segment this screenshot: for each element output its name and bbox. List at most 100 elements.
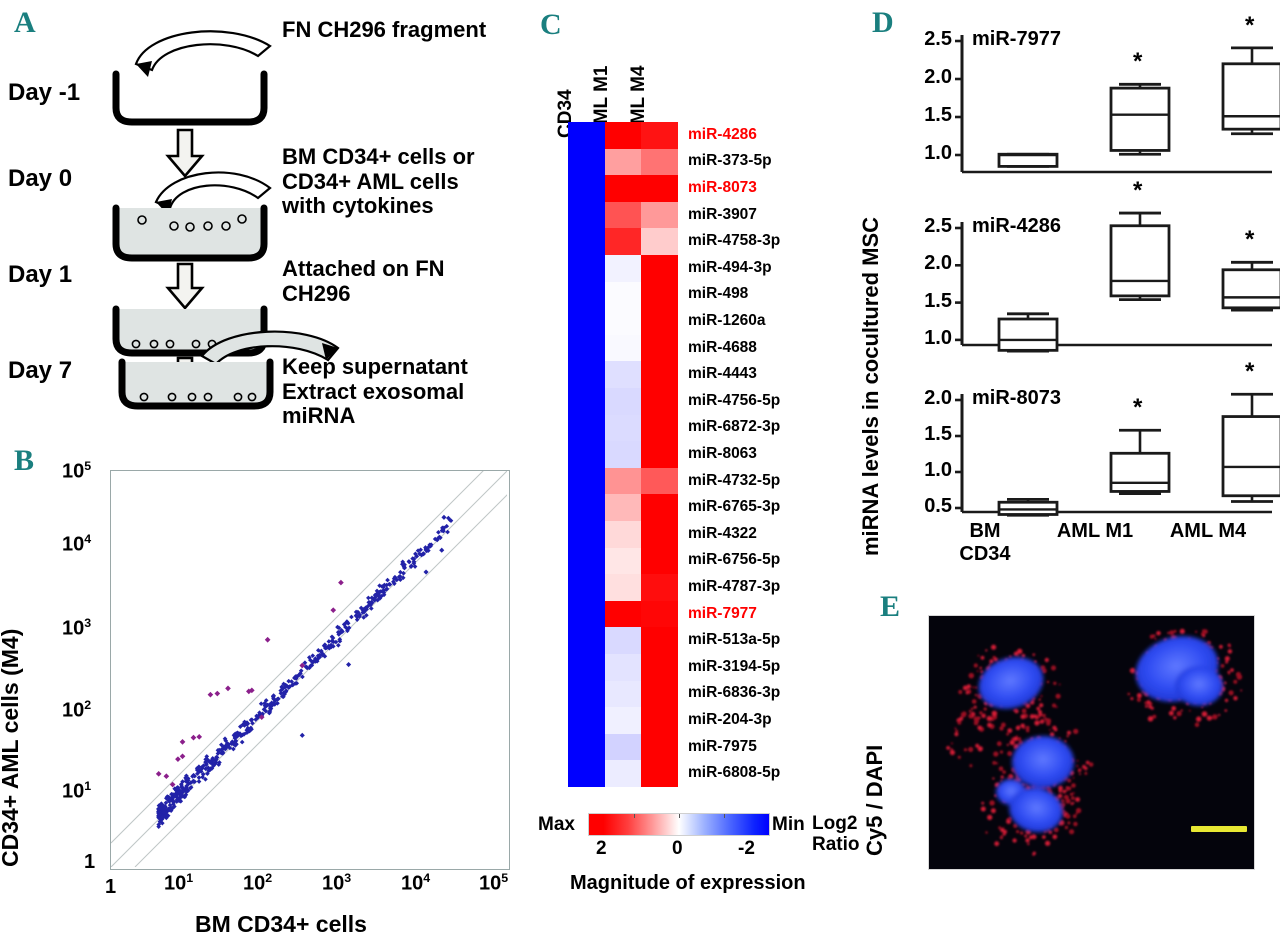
cy5-punctum: [1065, 813, 1071, 819]
cy5-punctum: [1088, 762, 1094, 767]
cy5-punctum: [1042, 835, 1046, 839]
cy5-punctum: [977, 654, 980, 657]
cy5-punctum: [980, 670, 984, 674]
cy5-punctum: [1014, 707, 1017, 711]
cy5-punctum: [980, 655, 985, 660]
cy5-punctum: [1224, 681, 1227, 685]
panel-d-ytick-label: 1.0: [924, 142, 952, 164]
heatmap-cell: [641, 574, 678, 601]
cy5-punctum: [1013, 823, 1018, 829]
scatter-point: [163, 800, 169, 806]
cy5-punctum: [1065, 798, 1071, 804]
cy5-punctum: [1194, 722, 1200, 728]
heatmap-cell: [641, 707, 678, 734]
cy5-punctum: [1032, 653, 1036, 656]
heatmap-row-label: miR-6756-5p: [688, 551, 781, 569]
heatmap-cell: [604, 521, 642, 548]
scatter-point-highlighted: [175, 756, 181, 762]
panel-d-ytick-label: 2.0: [924, 387, 952, 409]
heatmap-cell: [641, 680, 678, 708]
cy5-punctum: [1025, 703, 1031, 709]
cy5-punctum: [1002, 832, 1006, 836]
panel-d-box: [997, 317, 1059, 352]
scatter-point: [200, 774, 205, 780]
cy5-punctum: [1196, 716, 1202, 722]
cy5-punctum: [1240, 689, 1243, 692]
cy5-punctum: [1044, 717, 1047, 720]
cy5-punctum: [1044, 657, 1049, 663]
heatmap-cell: [604, 467, 642, 495]
cy5-punctum: [1053, 727, 1058, 732]
cy5-punctum: [1042, 713, 1046, 718]
colorbar-tick-left: [634, 814, 635, 818]
heatmap-cell: [641, 281, 678, 309]
cy5-punctum: [1167, 632, 1170, 634]
scatter-point: [415, 548, 421, 554]
cy5-punctum: [1025, 838, 1030, 843]
panel-letter-d: D: [872, 6, 894, 39]
heatmap-cell: [604, 148, 642, 176]
cy5-punctum: [996, 741, 1002, 747]
cy5-punctum: [1029, 714, 1035, 719]
panel-d-ytick-label: 1.5: [924, 423, 952, 445]
cy5-punctum: [1066, 734, 1069, 738]
cy5-punctum: [1195, 630, 1198, 633]
cy5-punctum: [1027, 842, 1030, 846]
scatter-point: [427, 542, 433, 548]
cy5-punctum: [1129, 667, 1136, 674]
cy5-punctum: [1136, 697, 1141, 702]
scatter-point: [387, 582, 393, 587]
cy5-punctum: [1013, 709, 1015, 712]
scatter-point: [391, 579, 396, 585]
panel-c-colorbar-min-label: Min: [772, 814, 805, 835]
heatmap-cell: [641, 308, 678, 335]
cy5-punctum: [1065, 789, 1068, 792]
scatter-point-highlighted: [163, 773, 170, 780]
heatmap-row-label: miR-4787-3p: [688, 578, 781, 595]
cy5-punctum: [1057, 793, 1063, 799]
cy5-punctum: [1220, 663, 1225, 668]
scatter-point: [233, 731, 239, 736]
cy5-punctum: [1224, 698, 1229, 703]
cy5-punctum: [1041, 668, 1047, 674]
scatter-point: [394, 577, 400, 583]
cy5-punctum: [963, 748, 968, 752]
scatter-point: [239, 739, 245, 745]
panel-c-heatmap: [568, 122, 678, 787]
cy5-punctum: [1127, 692, 1131, 696]
cy5-punctum: [1227, 649, 1233, 654]
cy5-punctum: [1058, 737, 1061, 740]
heatmap-cell: [604, 680, 642, 708]
scatter-point: [244, 727, 250, 733]
heatmap-cell: [568, 707, 605, 734]
cy5-punctum: [1020, 723, 1025, 728]
heatmap-cell: [604, 600, 642, 628]
cy5-punctum: [1085, 760, 1090, 765]
cy5-punctum: [1024, 834, 1028, 838]
scatter-point: [385, 577, 390, 583]
panel-d-box: [1109, 224, 1171, 298]
heatmap-row-label: miR-3194-5p: [688, 657, 781, 675]
heatmap-cell: [568, 281, 605, 309]
cy5-punctum: [1053, 827, 1059, 833]
cy5-punctum: [1058, 789, 1063, 793]
panel-b-ytick-5: 1: [84, 851, 96, 873]
cy5-punctum: [989, 659, 994, 664]
scatter-point: [346, 661, 352, 668]
cy5-punctum: [1058, 683, 1061, 686]
heatmap-cell: [604, 361, 642, 388]
cy5-punctum: [995, 762, 999, 765]
panel-d-ytick-label: 1.0: [924, 459, 952, 481]
heatmap-row-label: miR-1260a: [688, 312, 766, 329]
heatmap-cell: [604, 255, 642, 282]
scatter-point-highlighted: [225, 685, 231, 692]
cy5-punctum: [1006, 732, 1010, 736]
cy5-punctum: [1154, 637, 1157, 640]
cy5-punctum: [1049, 728, 1051, 731]
cy5-punctum: [1224, 709, 1228, 712]
cy5-punctum: [954, 732, 959, 737]
panel-c-colorbar-tick-0: 0: [672, 838, 683, 859]
cy5-punctum: [998, 826, 1002, 830]
cy5-punctum: [1206, 715, 1212, 721]
panel-d-subplot-title: miR-4286: [972, 215, 1061, 237]
